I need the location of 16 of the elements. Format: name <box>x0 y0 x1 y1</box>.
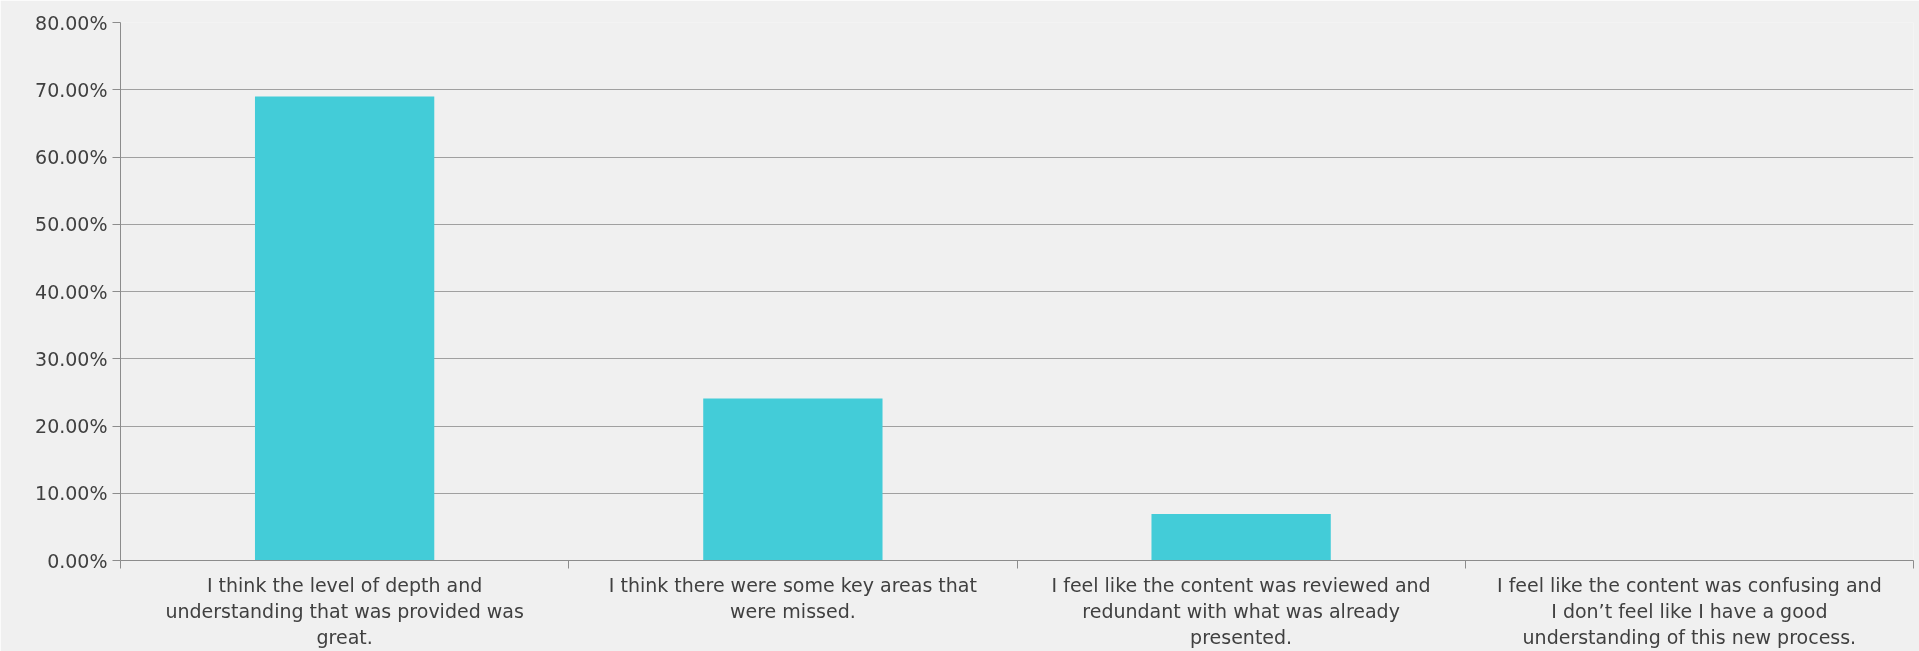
y-tick-label: 60.00% <box>35 146 108 168</box>
bar <box>1151 514 1331 561</box>
bar <box>254 96 435 561</box>
y-tick-label: 10.00% <box>35 482 108 505</box>
y-tick-label: 70.00% <box>35 78 108 101</box>
x-tick-label: I feel like the content was reviewed and redundant with what was already presented. <box>1051 573 1431 649</box>
x-tick-label: I feel like the content was confusing and I don’t feel like I have a good understanding of this new process. <box>1497 573 1882 649</box>
y-tick-label: 50.00% <box>35 213 108 236</box>
y-tick-label: 80.00% <box>35 11 108 34</box>
x-tick-label: I think the level of depth and understanding that was provided was great. <box>165 573 524 649</box>
y-tick-label: 0.00% <box>47 549 108 572</box>
y-tick-label: 40.00% <box>35 280 108 303</box>
bar <box>703 398 883 561</box>
y-tick-label: 30.00% <box>35 347 108 370</box>
x-tick-label: I think there were some key areas that were missed. <box>608 573 977 622</box>
y-tick-label: 20.00% <box>35 415 108 437</box>
